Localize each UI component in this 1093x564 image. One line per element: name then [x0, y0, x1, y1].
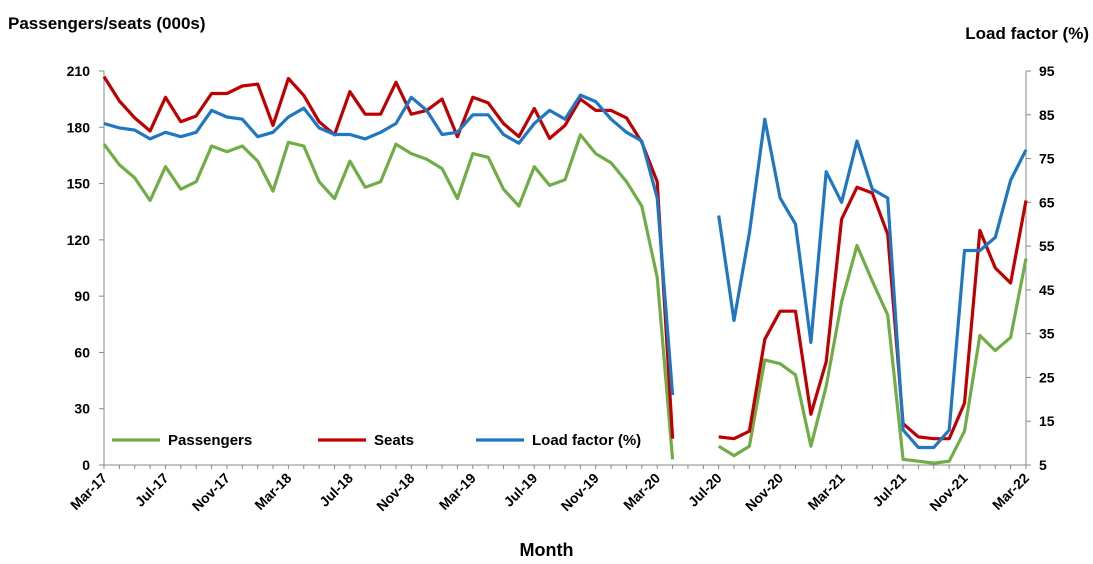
- right-tick-label: 95: [1039, 63, 1055, 79]
- right-tick-label: 55: [1039, 238, 1055, 254]
- x-tick-label: Jul-21: [869, 470, 909, 510]
- left-axis-title: Passengers/seats (000s): [8, 14, 206, 33]
- x-tick-label: Mar-22: [989, 470, 1032, 513]
- right-tick-label: 75: [1039, 151, 1055, 167]
- legend-label: Load factor (%): [532, 432, 641, 449]
- x-tick-label: Jul-20: [685, 470, 725, 510]
- series-line-0: [717, 243, 1028, 465]
- series-lines: [102, 75, 1028, 465]
- series-line-1: [102, 75, 675, 439]
- legend-label: Passengers: [168, 432, 252, 449]
- series-line-2: [103, 93, 675, 396]
- right-tick-label: 65: [1039, 194, 1055, 210]
- x-tick-label: Jul-17: [132, 470, 172, 510]
- right-tick-label: 15: [1039, 413, 1055, 429]
- x-tick-label: Mar-17: [67, 470, 110, 513]
- x-axis-ticks: Mar-17 Jul-17 Nov-17 Mar-18 Jul-18 Nov-18 Mar-…: [67, 465, 1032, 514]
- left-axis-ticks: 0 30 60 90 120 150 180 210: [67, 63, 104, 473]
- x-tick-label: Nov-18: [373, 470, 417, 514]
- x-tick-label: Mar-20: [620, 470, 663, 513]
- right-axis-title: Load factor (%): [965, 24, 1089, 43]
- series-line-1: [718, 185, 1028, 441]
- x-tick-label: Nov-21: [926, 470, 970, 514]
- x-tick-label: Mar-21: [804, 470, 847, 513]
- left-tick-label: 180: [67, 119, 91, 135]
- right-tick-label: 5: [1039, 457, 1047, 473]
- left-tick-label: 0: [82, 457, 90, 473]
- series-line-0: [102, 133, 675, 460]
- x-tick-label: Mar-18: [251, 470, 294, 513]
- legend-label: Seats: [374, 432, 414, 449]
- left-tick-label: 150: [67, 176, 91, 192]
- axes: [103, 71, 1027, 466]
- left-tick-label: 120: [67, 232, 91, 248]
- right-tick-label: 25: [1039, 369, 1055, 385]
- legend: Passengers Seats Load factor (%): [112, 432, 641, 449]
- x-axis-title: Month: [519, 540, 574, 560]
- left-tick-label: 210: [67, 63, 91, 79]
- left-tick-label: 60: [74, 344, 90, 360]
- x-tick-label: Nov-17: [189, 470, 233, 514]
- x-tick-label: Mar-19: [436, 470, 479, 513]
- x-tick-label: Nov-20: [742, 470, 786, 514]
- right-axis-ticks: 5 15 25 35 45 55 65 75 85 95: [1026, 63, 1055, 473]
- right-tick-label: 45: [1039, 282, 1055, 298]
- x-tick-label: Jul-18: [316, 470, 356, 510]
- left-tick-label: 30: [74, 401, 90, 417]
- right-tick-label: 35: [1039, 326, 1055, 342]
- series-line-2: [717, 117, 1028, 450]
- x-tick-label: Nov-19: [558, 470, 602, 514]
- right-tick-label: 85: [1039, 107, 1055, 123]
- x-tick-label: Jul-19: [500, 470, 540, 510]
- left-tick-label: 90: [74, 288, 90, 304]
